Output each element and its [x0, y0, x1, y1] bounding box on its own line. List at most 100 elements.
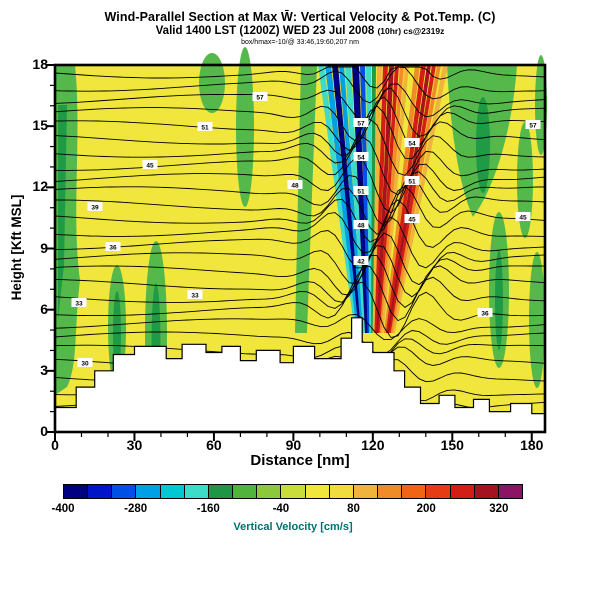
- isentrope-line: [54, 87, 546, 142]
- isentrope-line: [54, 83, 546, 121]
- isentrope-line: [54, 66, 546, 89]
- contour-label-box: [404, 176, 420, 185]
- y-tick-label: 6: [40, 300, 48, 317]
- contour-label-box: [404, 214, 420, 223]
- contour-label-text: 36: [481, 311, 489, 318]
- contour-label-box: [252, 92, 268, 101]
- x-tick-label: 180: [520, 437, 544, 453]
- y-tick-label: 3: [40, 361, 48, 378]
- isentrope-line: [54, 157, 546, 214]
- isentrope-line: [54, 216, 546, 269]
- isentrope-line: [54, 96, 546, 151]
- contour-label-text: 30: [81, 361, 89, 368]
- y-tick-label: 12: [32, 178, 48, 195]
- contour-label-box: [197, 122, 213, 131]
- x-tick-label: 0: [51, 437, 59, 453]
- contour-label-text: 51: [201, 125, 209, 132]
- colorbar-cell: [328, 485, 353, 498]
- colorbar-tick-label: -160: [196, 503, 220, 515]
- y-tick-label: 18: [32, 56, 48, 72]
- contour-label-text: 33: [75, 301, 83, 308]
- contour-label-text: 57: [357, 121, 365, 128]
- contour-label-box: [142, 160, 158, 169]
- isentrope-line: [54, 118, 546, 176]
- contour-label-box: [187, 290, 203, 299]
- x-tick-label: 120: [361, 437, 385, 453]
- x-tick-label: 90: [285, 437, 302, 453]
- chart-note: box/hmax=-10/@ 33:46,19:60,207 nm: [241, 39, 359, 46]
- colorbar-cell: [352, 485, 378, 498]
- isentrope-line: [54, 66, 546, 104]
- contour-label-box: [105, 242, 121, 251]
- isentrope-line: [54, 105, 546, 160]
- colorbar-cell: [159, 485, 184, 498]
- isentrope-line: [55, 177, 546, 235]
- colorbar: [63, 484, 523, 499]
- y-tick-label: 15: [32, 117, 48, 134]
- colorbar-cell: [497, 485, 522, 498]
- contour-label-box: [515, 212, 531, 221]
- contour-label-text: 51: [357, 189, 365, 196]
- contour-label-box: [477, 308, 493, 317]
- colorbar-cell: [111, 485, 136, 498]
- isentrope-line: [54, 281, 546, 339]
- contour-label-text: 48: [357, 223, 365, 230]
- colorbar-cell: [207, 485, 233, 498]
- terrain-profile: [54, 317, 546, 433]
- colorbar-tick-label: -40: [272, 503, 290, 515]
- plot-border: [53, 63, 547, 434]
- contour-label-text: 48: [291, 183, 299, 190]
- contour-label-box: [71, 298, 87, 307]
- colorbar-cell: [401, 485, 426, 498]
- y-tick-label: 9: [40, 239, 48, 256]
- contour-label-text: 45: [146, 163, 154, 170]
- x-tick-label: 150: [440, 437, 464, 453]
- contour-value-labels: 30 33 36 39 45 51 57 57 54 51 48 42 54 51 45 45 36 33 48 57: [71, 92, 541, 368]
- colorbar-tick-label: -280: [124, 503, 148, 515]
- isentrope-line: [54, 232, 546, 286]
- isentrope-line: [54, 254, 546, 308]
- colorbar-cell: [256, 485, 281, 498]
- isentrope-line: [54, 199, 546, 254]
- contour-label-text: 57: [256, 95, 264, 102]
- subtitle-extra: (10hr) cs@2319z: [377, 26, 445, 36]
- contour-label-text: 54: [357, 155, 365, 162]
- colorbar-cell: [87, 485, 112, 498]
- contour-label-text: 45: [408, 217, 416, 224]
- isentrope-line: [54, 330, 546, 356]
- subtitle-main: Valid 1400 LST (1200Z) WED 23 Jul 2008: [155, 25, 375, 37]
- contour-label-text: 57: [529, 123, 537, 130]
- contour-label-box: [404, 138, 420, 147]
- colorbar-caption: Vertical Velocity [cm/s]: [233, 521, 353, 533]
- colorbar-cell: [280, 485, 305, 498]
- chart-subtitle: Valid 1400 LST (1200Z) WED 23 Jul 2008 (…: [0, 25, 600, 37]
- contour-label-text: 36: [109, 245, 117, 252]
- colorbar-tick-label: -400: [51, 503, 75, 515]
- contour-label-text: 45: [519, 215, 527, 222]
- colorbar-tick-label: 200: [416, 503, 436, 515]
- x-tick-label: 60: [206, 437, 222, 453]
- isentrope-line: [54, 171, 546, 227]
- contour-label-text: 33: [191, 293, 199, 300]
- colorbar-cell: [183, 485, 208, 498]
- cross-section-plot: 30 33 36 39 45 51 57 57 54 51 48 42 54 51 45 45 36 33 48 57: [46, 47, 547, 441]
- y-tick-label: 0: [40, 423, 48, 439]
- contour-label-box: [353, 118, 369, 127]
- colorbar-cell: [425, 485, 450, 498]
- colorbar-cell: [449, 485, 474, 498]
- contour-label-box: [525, 120, 541, 129]
- isentrope-line: [54, 185, 546, 243]
- colorbar-cell: [377, 485, 402, 498]
- contour-label-box: [353, 186, 369, 195]
- chart-title: Wind-Parallel Section at Max W̄: Vertica…: [104, 10, 496, 24]
- colorbar-tick-label: 320: [489, 503, 509, 515]
- colorbar-cell: [304, 485, 329, 498]
- contour-label-box: [353, 256, 369, 265]
- contour-label-text: 42: [357, 259, 365, 266]
- contour-label-text: 51: [408, 179, 416, 186]
- contour-label-box: [87, 202, 103, 211]
- colorbar-cell: [64, 485, 88, 498]
- isentrope-line: [54, 265, 546, 322]
- colorbar-tick-label: 80: [347, 503, 360, 515]
